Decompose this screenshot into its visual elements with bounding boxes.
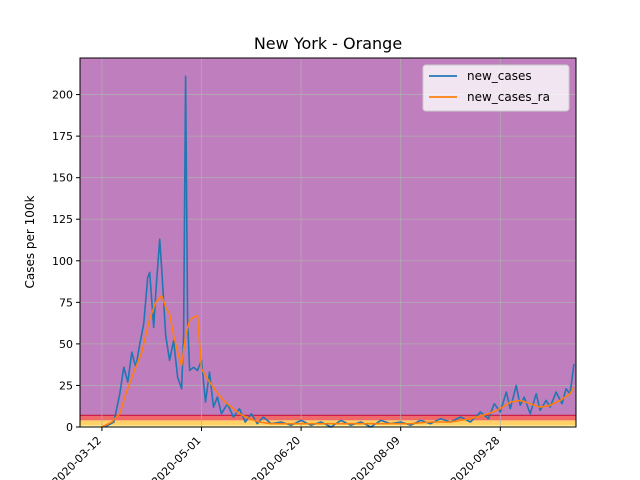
x-tick-label: 2020-05-01 [149, 434, 203, 480]
y-tick-label: 175 [52, 130, 73, 143]
axes-frame [79, 57, 577, 428]
y-tick-label: 50 [59, 338, 73, 351]
legend-label: new_cases [467, 69, 532, 83]
y-tick-label: 150 [52, 172, 73, 185]
legend-label: new_cases_ra [467, 90, 550, 104]
x-tick-label: 2020-03-12 [50, 434, 104, 480]
y-tick-label: 75 [59, 296, 73, 309]
legend-box [422, 64, 570, 112]
chart-title: New York - Orange [254, 34, 402, 53]
y-tick-label: 0 [66, 421, 73, 434]
background-band-3 [80, 58, 576, 416]
y-tick-label: 100 [52, 255, 73, 268]
series-line-new-cases-ra [101, 294, 575, 428]
x-tick-label: 2020-08-09 [348, 434, 402, 480]
background-band-1 [80, 420, 576, 426]
x-tick-label: 2020-06-20 [249, 434, 303, 480]
background-band-2 [80, 415, 576, 421]
plot-area: 0 25 50 75 100 125 150 175 200 2020-03-12 2020-05-… [50, 57, 577, 480]
y-tick-label: 25 [59, 379, 73, 392]
series-line-new-cases [101, 75, 575, 428]
x-tick-label: 2020-09-28 [448, 434, 502, 480]
legend: new_cases new_cases_ra [422, 64, 570, 112]
y-tick-label: 125 [52, 213, 73, 226]
y-axis-label: Cases per 100k [23, 195, 37, 288]
y-tick-label: 200 [52, 89, 73, 102]
